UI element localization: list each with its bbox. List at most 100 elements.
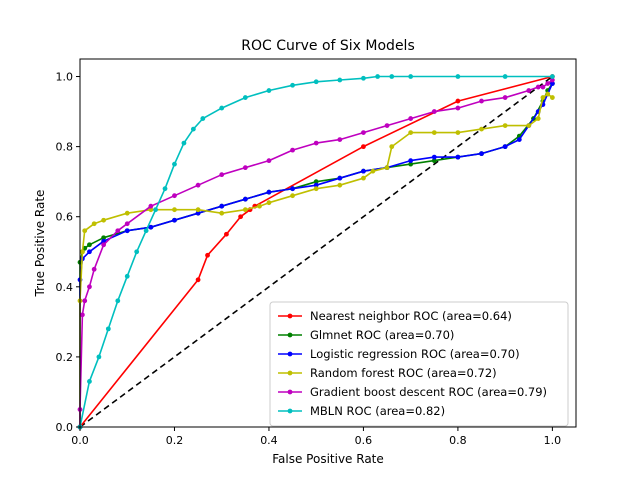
series-4-point	[479, 98, 484, 104]
series-1-point	[408, 161, 414, 167]
series-3-point	[172, 207, 177, 213]
series-2-point	[431, 154, 437, 160]
x-tick-label: 0.8	[449, 434, 467, 447]
series-2-point	[148, 224, 154, 230]
x-axis-label: False Positive Rate	[272, 452, 384, 466]
legend-label: Gradient boost descent ROC (area=0.79)	[310, 385, 547, 399]
legend-swatch-marker	[287, 332, 293, 338]
series-4-point	[79, 312, 85, 318]
series-5-point	[172, 161, 177, 167]
series-4-point	[384, 123, 390, 128]
series-5-point	[87, 379, 92, 384]
series-5-point	[190, 126, 196, 132]
y-tick-label: 0.6	[56, 211, 74, 224]
series-4-line	[79, 79, 553, 427]
series-5-point	[105, 326, 111, 332]
plot-area	[77, 74, 555, 430]
series-4-point	[195, 182, 201, 188]
series-3-point	[502, 123, 508, 128]
series-2-point	[502, 144, 508, 150]
series-3-point	[313, 186, 319, 192]
series-5-point	[162, 186, 168, 192]
series-3	[77, 91, 555, 430]
series-4-point	[91, 266, 97, 272]
series-3-point	[195, 207, 201, 213]
series-3-point	[124, 210, 130, 216]
series-5-point	[502, 74, 508, 79]
series-2-point	[455, 154, 461, 160]
series-5	[77, 74, 555, 430]
series-4-point	[82, 298, 88, 304]
y-tick-label: 0.2	[56, 351, 74, 364]
series-5-point	[375, 74, 380, 79]
series-2-line	[79, 83, 554, 427]
series-3-point	[82, 228, 88, 234]
series-2-point	[219, 203, 225, 209]
series-3-point	[535, 116, 541, 121]
series-0-point	[195, 277, 201, 283]
series-3-point	[526, 123, 532, 128]
series-5-point	[389, 74, 395, 79]
legend-label: Glmnet ROC (area=0.70)	[310, 328, 454, 342]
series-2-point	[101, 238, 107, 244]
chart-title: ROC Curve of Six Models	[241, 38, 415, 54]
series-5-point	[408, 74, 414, 79]
legend-swatch-marker	[287, 313, 293, 319]
series-3-point	[337, 182, 343, 188]
series-2-point	[290, 186, 295, 192]
legend-label: Nearest neighbor ROC (area=0.64)	[310, 309, 512, 323]
series-4-point	[431, 109, 437, 114]
series-3-point	[408, 130, 414, 136]
series-1-point	[87, 242, 92, 248]
series-4-point	[535, 84, 541, 90]
series-3-point	[219, 210, 225, 216]
series-5-point	[361, 75, 366, 81]
series-2-point	[266, 189, 272, 195]
series-2-point	[361, 168, 366, 174]
x-tick-label: 0.6	[355, 434, 373, 447]
series-3-point	[148, 207, 154, 213]
series-3-point	[257, 203, 262, 209]
series-3-point	[361, 175, 366, 181]
series-1-point	[313, 179, 319, 185]
series-4-point	[266, 158, 272, 164]
series-2-point	[337, 175, 343, 181]
series-5-point	[115, 298, 121, 304]
x-tick-label: 0.2	[166, 434, 184, 447]
series-5-point	[124, 273, 130, 279]
series-4-point	[361, 130, 366, 136]
series-0-point	[361, 144, 366, 150]
series-3-point	[101, 217, 107, 223]
series-5-point	[455, 74, 461, 79]
reference-diagonal-line	[79, 75, 553, 428]
x-tick-label: 0.4	[260, 434, 278, 447]
series-3-point	[79, 249, 85, 255]
series-3-point	[479, 126, 484, 132]
y-tick-label: 0.0	[56, 421, 74, 434]
legend-swatch-marker	[287, 408, 293, 414]
legend-box	[269, 301, 569, 427]
series-4-point	[545, 81, 551, 86]
series-3-point	[266, 200, 272, 206]
series-2-point	[124, 228, 130, 234]
series-2-point	[242, 196, 248, 202]
series-4-point	[101, 242, 107, 248]
series-3-point	[389, 144, 395, 150]
series-3-point	[290, 193, 295, 199]
series-3-point	[384, 165, 390, 171]
y-tick-label: 0.4	[56, 281, 74, 294]
series-3-point	[545, 91, 551, 97]
x-tick-label: 1.0	[544, 434, 562, 447]
legend-label: Random forest ROC (area=0.72)	[310, 366, 497, 380]
series-4-point	[540, 84, 546, 90]
plot-frame	[79, 58, 577, 428]
series-5-point	[134, 249, 140, 255]
series-5-point	[549, 74, 555, 79]
series-2-point	[87, 249, 92, 255]
series-5-point	[181, 140, 187, 146]
series-5-point	[337, 77, 343, 83]
series-2-point	[549, 81, 555, 86]
series-2-point	[479, 151, 484, 157]
x-axis: 0.0 0.2 0.4 0.6 0.8 1.0	[71, 427, 561, 447]
series-2-point	[516, 137, 522, 143]
